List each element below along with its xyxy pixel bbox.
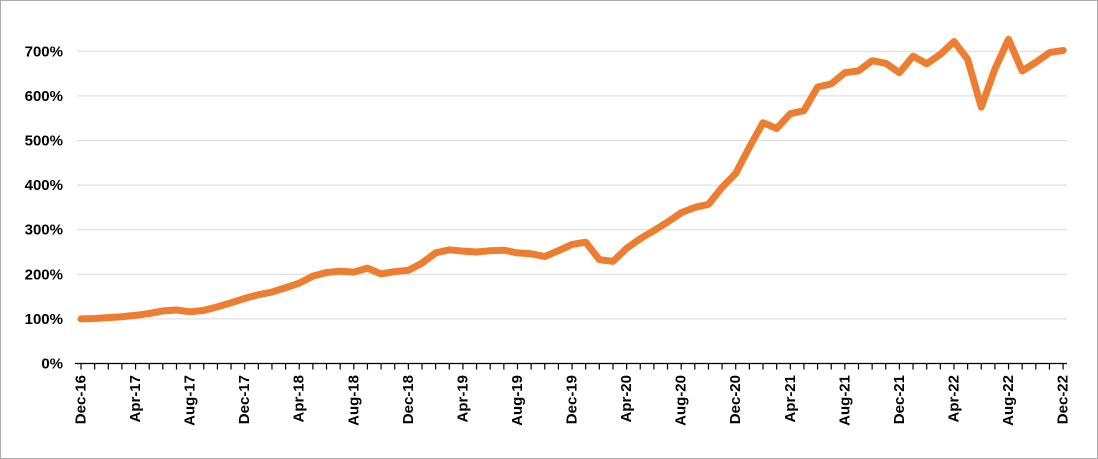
x-axis-label: Dec-16 xyxy=(73,375,90,424)
y-axis-label: 100% xyxy=(25,311,63,328)
x-axis-label: Apr-19 xyxy=(454,375,471,423)
x-axis-label: Dec-17 xyxy=(236,375,253,424)
y-axis-label: 400% xyxy=(25,177,63,194)
x-axis-label: Aug-22 xyxy=(1000,375,1017,426)
y-axis-label: 0% xyxy=(41,356,63,373)
x-axis-label: Dec-21 xyxy=(891,375,908,424)
x-axis-label: Dec-20 xyxy=(727,375,744,424)
x-axis-label: Aug-18 xyxy=(345,375,362,426)
x-axis-label: Dec-19 xyxy=(564,375,581,424)
y-axis-label: 700% xyxy=(25,43,63,60)
x-axis-label: Apr-21 xyxy=(782,375,799,423)
x-axis-label: Dec-18 xyxy=(400,375,417,424)
x-axis-label: Aug-17 xyxy=(182,375,199,426)
x-axis-label: Apr-22 xyxy=(945,375,962,423)
y-axis-label: 600% xyxy=(25,88,63,105)
y-axis-label: 200% xyxy=(25,266,63,283)
y-axis-label: 500% xyxy=(25,133,63,150)
x-axis-label: Aug-19 xyxy=(509,375,526,426)
x-axis-label: Aug-20 xyxy=(673,375,690,426)
x-axis-label: Apr-20 xyxy=(618,375,635,423)
x-axis-label: Dec-22 xyxy=(1055,375,1072,424)
x-axis-label: Apr-18 xyxy=(291,375,308,423)
data-line-series xyxy=(77,35,1067,323)
y-axis-label: 300% xyxy=(25,222,63,239)
x-axis-label: Aug-21 xyxy=(836,375,853,426)
x-axis-label: Apr-17 xyxy=(127,375,144,423)
